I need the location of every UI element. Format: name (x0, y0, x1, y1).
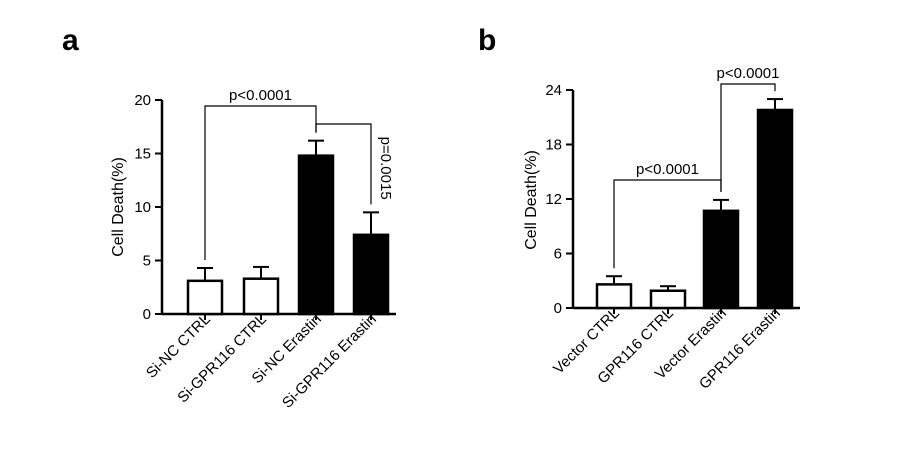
y-tick-label: 0 (143, 306, 151, 323)
bar (756, 108, 794, 310)
y-tick-label: 12 (545, 191, 562, 208)
significance-bracket (720, 83, 776, 192)
significance-bracket (315, 123, 372, 205)
significance-label: p<0.0001 (636, 161, 699, 178)
bar (242, 277, 280, 316)
significance-label: p<0.0001 (717, 65, 780, 82)
panel-letter-b: b (478, 24, 496, 57)
y-tick-label: 6 (554, 246, 562, 263)
y-tick-label: 10 (134, 199, 151, 216)
y-tick-label: 15 (134, 146, 151, 163)
bar (352, 233, 390, 316)
x-category-label: Si-GPR116 Erastin (279, 311, 380, 412)
significance-bracket (204, 105, 317, 260)
bar (702, 209, 740, 310)
y-tick-label: 24 (545, 82, 562, 99)
panel-letter-a: a (62, 24, 79, 57)
y-axis-label-a: Cell Death(%) (110, 157, 127, 257)
y-tick-label: 20 (134, 92, 151, 109)
significance-label: p<0.0001 (229, 87, 292, 104)
y-tick-label: 5 (143, 253, 151, 270)
bar (297, 154, 335, 316)
significance-label: p=0.0015 (377, 137, 394, 200)
y-tick-label: 18 (545, 137, 562, 154)
bar (595, 283, 633, 310)
y-tick-label: 0 (554, 300, 562, 317)
bar (649, 289, 687, 310)
y-axis-label-b: Cell Death(%) (523, 150, 540, 250)
bar (186, 279, 224, 316)
